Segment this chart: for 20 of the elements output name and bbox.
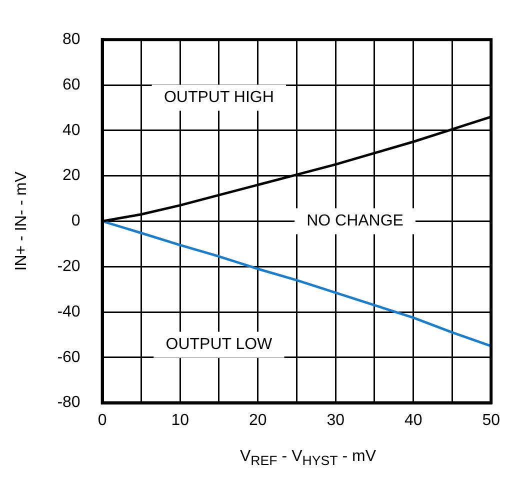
annotation: OUTPUT HIGH [164, 89, 274, 106]
x-tick-label: 10 [171, 412, 190, 429]
x-tick-label: 0 [98, 412, 107, 429]
y-tick-label: -20 [57, 258, 80, 276]
y-tick-label: -40 [57, 303, 80, 320]
x-tick-label: 20 [248, 412, 267, 429]
y-axis-title: IN+ - IN- - mV [13, 171, 30, 271]
y-tick-label: 80 [62, 31, 80, 48]
x-tick-label: 50 [482, 412, 500, 429]
y-tick-label: 40 [62, 122, 80, 139]
y-tick-label: -80 [57, 394, 80, 412]
y-tick-label: 60 [62, 76, 80, 94]
x-tick-label: 40 [404, 412, 422, 429]
y-tick-label: -60 [57, 348, 80, 366]
y-tick-label: 20 [62, 167, 80, 184]
y-tick-label: 0 [71, 212, 80, 230]
annotation: NO CHANGE [306, 212, 404, 230]
annotation: OUTPUT LOW [166, 336, 274, 354]
x-tick-label: 30 [326, 412, 345, 429]
x-axis-title: V$_{REF}$ - V$_{HYST}$ - mV [239, 448, 377, 468]
